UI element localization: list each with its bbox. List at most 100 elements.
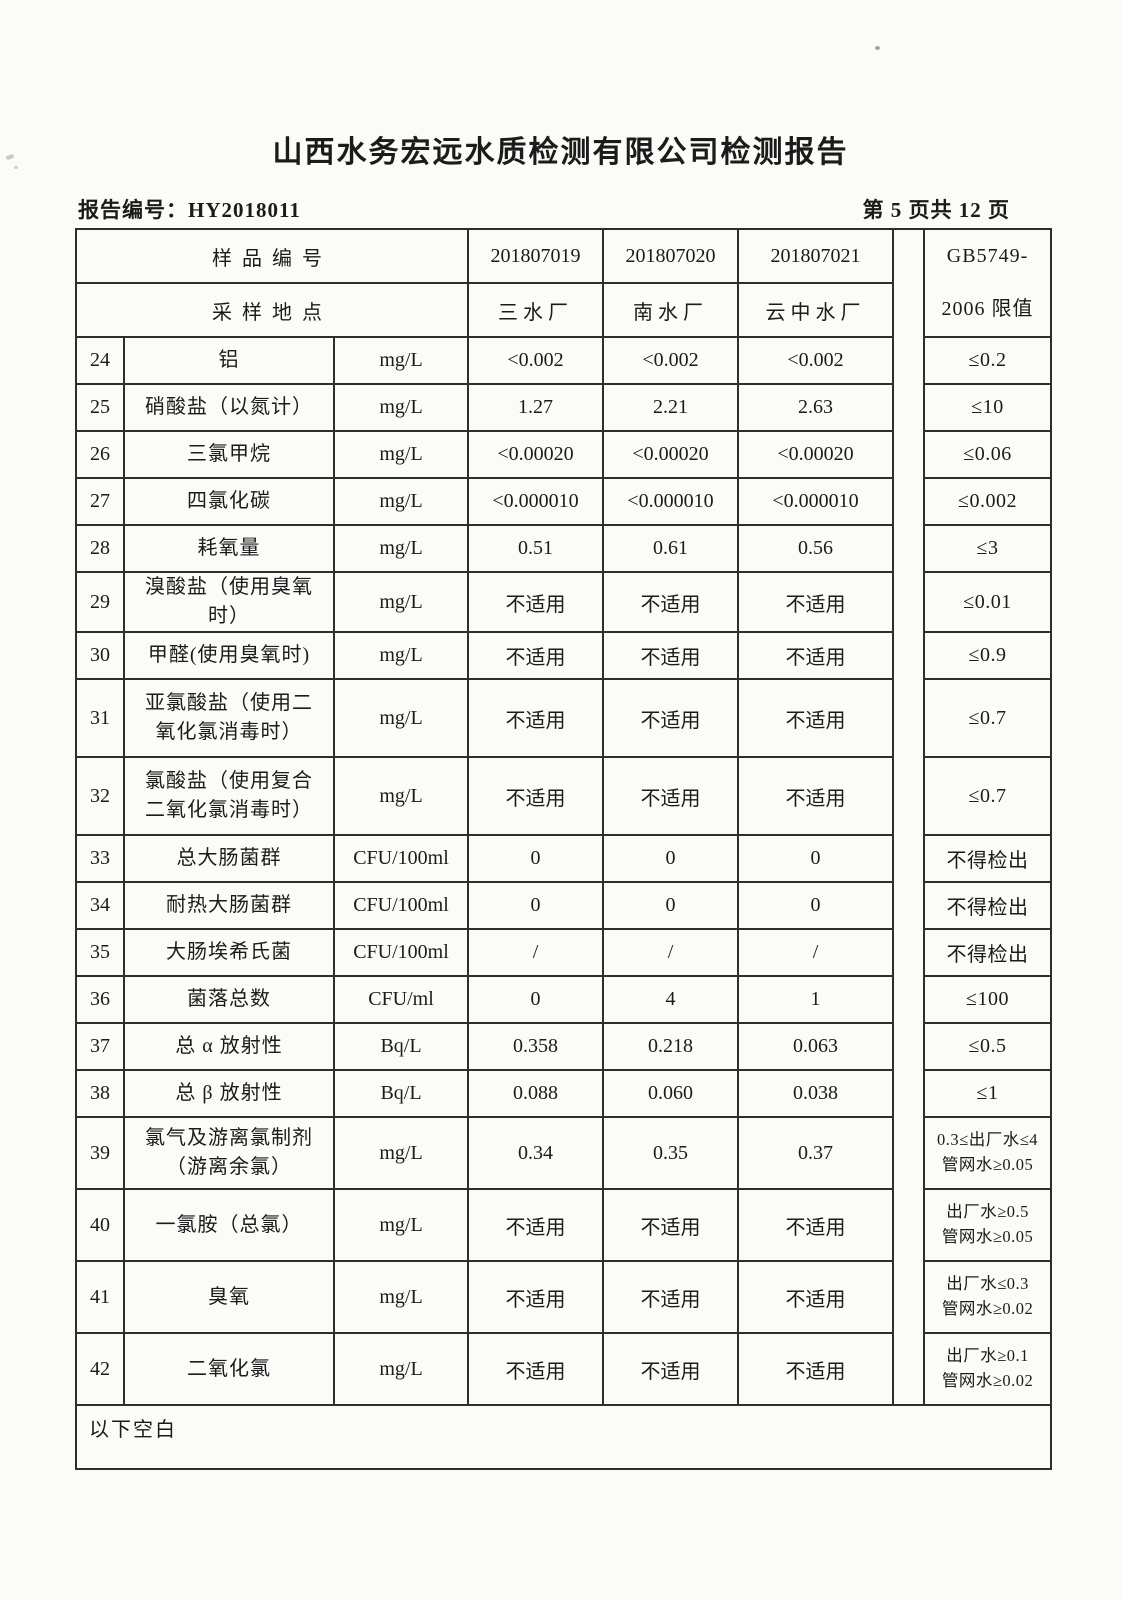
parameter-name: 甲醛(使用臭氧时) xyxy=(123,631,335,680)
report-meta: 报告编号：HY2018011 第 5 页共 12 页 xyxy=(78,194,1010,224)
value-sample-1: 不适用 xyxy=(467,1188,605,1262)
table-row: 24 铝 mg/L <0.002 <0.002 <0.002 ≤0.2 xyxy=(75,336,1053,385)
value-sample-1: 0 xyxy=(467,881,605,930)
limit-value: 出厂水≤0.3 管网水≥0.02 xyxy=(923,1260,1053,1334)
sample-site-1: 三水厂 xyxy=(467,282,605,338)
row-number: 40 xyxy=(75,1188,125,1262)
value-sample-3: 不适用 xyxy=(737,678,895,758)
value-sample-2: 2.21 xyxy=(602,383,740,432)
value-sample-1: 不适用 xyxy=(467,678,605,758)
limit-column-header: GB5749- 2006 限值 xyxy=(923,228,1053,338)
table-row: 27 四氯化碳 mg/L <0.000010 <0.000010 <0.0000… xyxy=(75,477,1053,526)
header-row-sample-id: 样品编号 201807019 201807020 201807021 GB574… xyxy=(74,228,1053,1406)
value-sample-2: <0.00020 xyxy=(602,430,740,479)
row-number: 32 xyxy=(75,756,125,836)
row-number: 30 xyxy=(75,631,125,680)
parameter-name: 耗氧量 xyxy=(123,524,335,573)
value-sample-3: 不适用 xyxy=(737,1188,895,1262)
parameter-unit: mg/L xyxy=(332,1332,470,1406)
parameter-name: 氯气及游离氯制剂 （游离余氯） xyxy=(123,1116,335,1190)
parameter-name: 大肠埃希氏菌 xyxy=(123,928,335,977)
parameter-name: 四氯化碳 xyxy=(123,477,335,526)
value-sample-1: 不适用 xyxy=(467,1260,605,1334)
value-sample-2: 0.060 xyxy=(602,1069,740,1118)
value-sample-3: <0.00020 xyxy=(737,430,895,479)
limit-value: 0.3≤出厂水≤4 管网水≥0.05 xyxy=(923,1116,1053,1190)
limit-value: ≤0.7 xyxy=(923,756,1053,836)
row-number: 28 xyxy=(75,524,125,573)
limit-value: 不得检出 xyxy=(923,881,1053,930)
value-sample-3: 0.37 xyxy=(737,1116,895,1190)
limit-value: ≤0.01 xyxy=(923,571,1053,633)
parameter-unit: mg/L xyxy=(332,336,470,385)
parameter-unit: CFU/100ml xyxy=(332,834,470,883)
table-row: 40 一氯胺（总氯） mg/L 不适用 不适用 不适用 出厂水≥0.5 管网水≥… xyxy=(75,1188,1053,1262)
value-sample-3: 2.63 xyxy=(737,383,895,432)
value-sample-2: <0.000010 xyxy=(602,477,740,526)
table-row: 38 总 β 放射性 Bq/L 0.088 0.060 0.038 ≤1 xyxy=(75,1069,1053,1118)
limit-value: ≤3 xyxy=(923,524,1053,573)
limit-value: 不得检出 xyxy=(923,834,1053,883)
table-row: 35 大肠埃希氏菌 CFU/100ml / / / 不得检出 xyxy=(75,928,1053,977)
results-table-body: 样品编号 201807019 201807020 201807021 GB574… xyxy=(74,228,1053,1470)
value-sample-3: 0.038 xyxy=(737,1069,895,1118)
parameter-name: 铝 xyxy=(123,336,335,385)
parameter-name: 菌落总数 xyxy=(123,975,335,1024)
row-number: 42 xyxy=(75,1332,125,1406)
parameter-name: 总 β 放射性 xyxy=(123,1069,335,1118)
limit-value: ≤0.2 xyxy=(923,336,1053,385)
value-sample-1: 不适用 xyxy=(467,756,605,836)
value-sample-2: 不适用 xyxy=(602,678,740,758)
table-row: 28 耗氧量 mg/L 0.51 0.61 0.56 ≤3 xyxy=(75,524,1053,573)
value-sample-1: / xyxy=(467,928,605,977)
header-row-sample-site: 采样地点 三水厂 南水厂 云中水厂 xyxy=(74,282,1051,338)
table-row: 37 总 α 放射性 Bq/L 0.358 0.218 0.063 ≤0.5 xyxy=(75,1022,1053,1071)
limit-value: ≤1 xyxy=(923,1069,1053,1118)
value-sample-1: 不适用 xyxy=(467,631,605,680)
value-sample-2: 不适用 xyxy=(602,1188,740,1262)
scan-speck xyxy=(14,166,18,169)
limit-value: ≤0.5 xyxy=(923,1022,1053,1071)
value-sample-1: 0.34 xyxy=(467,1116,605,1190)
table-row: 36 菌落总数 CFU/ml 0 4 1 ≤100 xyxy=(75,975,1053,1024)
value-sample-1: <0.002 xyxy=(467,336,605,385)
value-sample-3: 1 xyxy=(737,975,895,1024)
row-number: 27 xyxy=(75,477,125,526)
value-sample-2: 0 xyxy=(602,834,740,883)
value-sample-2: <0.002 xyxy=(602,336,740,385)
scan-speck xyxy=(875,46,880,50)
value-sample-2: 不适用 xyxy=(602,571,740,633)
limit-value: 出厂水≥0.5 管网水≥0.05 xyxy=(923,1188,1053,1262)
value-sample-2: 不适用 xyxy=(602,1260,740,1334)
parameter-unit: mg/L xyxy=(332,571,470,633)
value-sample-3: 不适用 xyxy=(737,1260,895,1334)
value-sample-2: 不适用 xyxy=(602,756,740,836)
row-number: 34 xyxy=(75,881,125,930)
limit-value: ≤0.9 xyxy=(923,631,1053,680)
row-number: 29 xyxy=(75,571,125,633)
value-sample-3: 0 xyxy=(737,834,895,883)
value-sample-2: 0.61 xyxy=(602,524,740,573)
value-sample-2: 0.218 xyxy=(602,1022,740,1071)
value-sample-3: <0.000010 xyxy=(737,477,895,526)
parameter-unit: CFU/100ml xyxy=(332,928,470,977)
table-row: 32 氯酸盐（使用复合 二氧化氯消毒时） mg/L 不适用 不适用 不适用 ≤0… xyxy=(75,756,1053,836)
parameter-name: 总 α 放射性 xyxy=(123,1022,335,1071)
value-sample-1: 0.51 xyxy=(467,524,605,573)
parameter-unit: mg/L xyxy=(332,1260,470,1334)
sample-id-3: 201807021 xyxy=(737,228,895,284)
sample-site-3: 云中水厂 xyxy=(737,282,895,338)
parameter-unit: CFU/ml xyxy=(332,975,470,1024)
value-sample-3: 0 xyxy=(737,881,895,930)
parameter-unit: mg/L xyxy=(332,1188,470,1262)
value-sample-3: 不适用 xyxy=(737,631,895,680)
value-sample-3: <0.002 xyxy=(737,336,895,385)
parameter-unit: mg/L xyxy=(332,1116,470,1190)
limit-header-line1: GB5749- xyxy=(946,245,1029,267)
value-sample-1: 不适用 xyxy=(467,1332,605,1406)
parameter-name: 硝酸盐（以氮计） xyxy=(123,383,335,432)
table-row: 25 硝酸盐（以氮计） mg/L 1.27 2.21 2.63 ≤10 xyxy=(75,383,1053,432)
value-sample-2: 0.35 xyxy=(602,1116,740,1190)
row-number: 39 xyxy=(75,1116,125,1190)
limit-value: ≤10 xyxy=(923,383,1053,432)
